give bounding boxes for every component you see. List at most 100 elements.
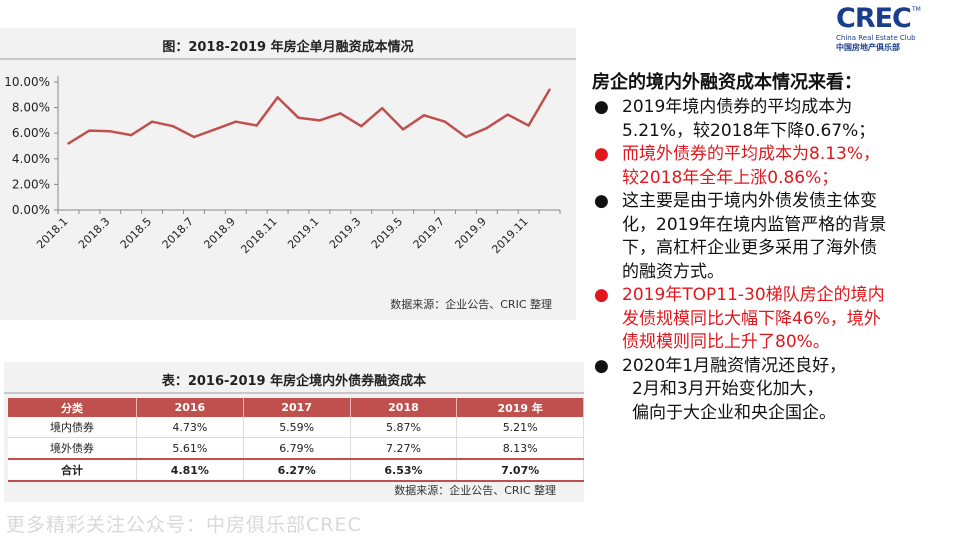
bullet-dot-icon: ● [594, 97, 609, 117]
data-point [67, 142, 70, 145]
cost-table: 分类 2016 2017 2018 2019 年 境内债券 4.73% 5.59… [8, 398, 584, 482]
logo-chinese: 中国房地产俱乐部 [836, 43, 900, 52]
data-point [150, 120, 154, 123]
table-source: 数据来源：企业公告、CRIC 整理 [394, 484, 556, 497]
y-tick-label: 6.00% [12, 126, 50, 140]
cell: 6.79% [243, 437, 351, 460]
data-point [339, 112, 342, 115]
cell: 8.13% [456, 437, 584, 460]
data-point [171, 124, 175, 128]
x-tick-label: 2018.9 [201, 215, 237, 251]
bullet-item: ● 2020年1月融资情况还良好， 2月和3月开始变化加大， 偏向于大企业和央企国企。 [592, 355, 956, 426]
header-category: 分类 [8, 398, 137, 417]
bullet-line: 这主要是由于境内外债发债主体变 [622, 191, 877, 211]
x-tick-label: 2019.7 [411, 215, 447, 251]
x-tick-label: 2019.11 [489, 215, 530, 256]
bullet-item: ● 这主要是由于境内外债发债主体变 化，2019年在境内监管严格的背景 下，高杠杆企业… [592, 190, 956, 284]
table-header-row: 分类 2016 2017 2018 2019 年 [8, 398, 584, 417]
data-point [422, 114, 426, 117]
cell: 5.59% [243, 417, 351, 438]
table-title-rule [4, 392, 584, 394]
cell: 7.07% [456, 458, 584, 482]
cell: 5.21% [456, 417, 584, 438]
y-tick-label: 0.00% [12, 203, 50, 217]
x-tick-label: 2019.9 [452, 215, 488, 251]
y-tick-label: 4.00% [12, 152, 50, 166]
data-point [506, 113, 509, 116]
bullet-dot-icon: ● [594, 191, 609, 211]
chart-title: 图：2018-2019 年房企单月融资成本情况 [162, 40, 414, 55]
data-point [297, 116, 300, 120]
bullet-item: ● 而境外债券的平均成本为8.13%， 较2018年全年上涨0.86%； [592, 143, 956, 190]
data-point [401, 128, 405, 131]
bullet-line: 偏向于大企业和央企国企。 [632, 402, 836, 423]
cell: 6.53% [350, 458, 458, 482]
watermark: 更多精彩关注公众号：中房俱乐部CREC [6, 514, 362, 536]
header-2019: 2019 年 [456, 398, 584, 417]
y-tick-label: 8.00% [12, 101, 50, 115]
data-point [381, 107, 384, 110]
bullet-line: 2019年TOP11-30梯队房企的境内 [622, 285, 885, 305]
table-row-total: 合计 4.81% 6.27% 6.53% 7.07% [8, 458, 584, 482]
cell: 5.61% [136, 437, 244, 460]
cell: 5.87% [350, 417, 458, 438]
header-2016: 2016 [136, 398, 244, 417]
row-label: 境外债券 [8, 437, 137, 460]
data-point [88, 129, 91, 132]
cell: 4.81% [136, 458, 244, 482]
data-point [130, 133, 133, 137]
data-point [234, 120, 237, 123]
bullet-dot-icon: ● [594, 355, 609, 376]
data-point [255, 124, 258, 127]
data-point [192, 135, 196, 139]
text-panel: 房企的境内外融资成本情况来看： ● 2019年境内债券的平均成本为 5.21%，较2… [592, 70, 956, 425]
x-tick-label: 2018.7 [160, 215, 196, 251]
x-tick-label: 2019.1 [285, 215, 321, 251]
crec-logo: CREC TM China Real Estate Club 中国房地产俱乐部 [836, 4, 928, 58]
chart-source: 数据来源：企业公告、CRIC 整理 [390, 298, 552, 311]
header-2017: 2017 [243, 398, 351, 417]
row-label: 合计 [8, 458, 137, 482]
table-title: 表：2016-2019 年房企境内外债券融资成本 [161, 374, 427, 389]
y-tick-label: 2.00% [12, 177, 50, 191]
data-point [464, 135, 468, 139]
cell: 4.73% [136, 417, 244, 438]
cell: 6.27% [243, 458, 351, 482]
bullet-line: 2019年境内债券的平均成本为 [622, 97, 853, 117]
bullet-item: ● 2019年境内债券的平均成本为 5.21%，较2018年下降0.67%； [592, 96, 956, 143]
row-label: 境内债券 [8, 417, 137, 438]
bullet-line: 2020年1月融资情况还良好， [622, 355, 847, 376]
x-tick-label: 2018.11 [238, 215, 279, 256]
x-tick-label: 2018.5 [118, 215, 154, 251]
x-tick-label: 2018.3 [76, 215, 112, 251]
table-row: 境外债券 5.61% 6.79% 7.27% 8.13% [8, 437, 584, 460]
logo-wordmark: CREC [836, 3, 912, 34]
bullet-line: 债规模则同比上升了80%。 [622, 332, 830, 352]
table-panel: 表：2016-2019 年房企境内外债券融资成本 分类 2016 2017 20… [4, 362, 584, 502]
data-point [443, 120, 447, 123]
bullet-line: 而境外债券的平均成本为8.13%， [622, 144, 881, 164]
bullet-list: ● 2019年境内债券的平均成本为 5.21%，较2018年下降0.67%； ● 而境外… [592, 96, 956, 425]
cell: 7.27% [350, 437, 458, 460]
data-point [276, 96, 279, 99]
bullet-line: 的融资方式。 [622, 261, 724, 282]
x-tick-label: 2019.3 [327, 215, 363, 251]
bullet-line: 化，2019年在境内监管严格的背景 [622, 214, 887, 235]
data-point [109, 130, 112, 133]
bullet-line: 5.21%，较2018年下降0.67%； [622, 120, 876, 141]
bullet-line: 较2018年全年上涨0.86%； [622, 167, 839, 188]
chart-title-rule [0, 58, 576, 60]
bullet-line: 下，高杠杆企业更多采用了海外债 [622, 238, 877, 258]
bullet-item: ● 2019年TOP11-30梯队房企的境内 发债规模同比大幅下降46%，境外 债规模… [592, 284, 956, 355]
series-line [67, 89, 551, 145]
bullet-dot-icon: ● [594, 285, 609, 305]
data-point [527, 124, 530, 127]
data-point [485, 126, 488, 130]
y-tick-label: 10.00% [4, 75, 50, 89]
section-heading: 房企的境内外融资成本情况来看： [592, 72, 862, 93]
bullet-line: 发债规模同比大幅下降46%，境外 [622, 308, 881, 329]
table-row: 境内债券 4.73% 5.59% 5.87% 5.21% [8, 417, 584, 438]
data-point [548, 88, 551, 91]
data-point [318, 119, 321, 122]
x-tick-label: 2019.5 [369, 215, 405, 251]
